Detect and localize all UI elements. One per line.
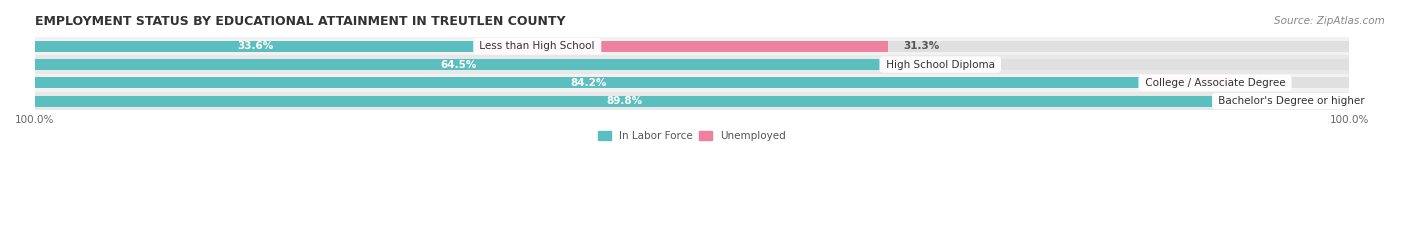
Bar: [35, 55, 1350, 74]
Bar: [35, 77, 1142, 88]
Text: 5.0%: 5.0%: [965, 59, 993, 69]
Bar: [35, 96, 1215, 107]
Text: EMPLOYMENT STATUS BY EDUCATIONAL ATTAINMENT IN TREUTLEN COUNTY: EMPLOYMENT STATUS BY EDUCATIONAL ATTAINM…: [35, 15, 565, 28]
Text: High School Diploma: High School Diploma: [883, 59, 998, 69]
Text: Bachelor's Degree or higher: Bachelor's Degree or higher: [1215, 96, 1368, 106]
Bar: [35, 41, 1350, 52]
Bar: [35, 37, 1350, 55]
Bar: [35, 92, 1350, 110]
Bar: [35, 96, 1350, 107]
Bar: [477, 41, 887, 52]
Text: Less than High School: Less than High School: [477, 41, 598, 51]
Bar: [35, 41, 477, 52]
Text: 0.0%: 0.0%: [1232, 96, 1260, 106]
Bar: [35, 59, 883, 70]
Legend: In Labor Force, Unemployed: In Labor Force, Unemployed: [595, 127, 790, 145]
Text: 31.3%: 31.3%: [904, 41, 939, 51]
Text: 6.7%: 6.7%: [1246, 78, 1275, 88]
Text: 64.5%: 64.5%: [440, 59, 477, 69]
Bar: [35, 74, 1350, 92]
Text: 89.8%: 89.8%: [607, 96, 643, 106]
Bar: [1142, 77, 1230, 88]
Text: 84.2%: 84.2%: [569, 78, 606, 88]
Text: 33.6%: 33.6%: [238, 41, 274, 51]
Bar: [883, 59, 948, 70]
Bar: [35, 59, 1350, 70]
Bar: [35, 77, 1350, 88]
Text: College / Associate Degree: College / Associate Degree: [1142, 78, 1288, 88]
Text: Source: ZipAtlas.com: Source: ZipAtlas.com: [1274, 16, 1385, 26]
